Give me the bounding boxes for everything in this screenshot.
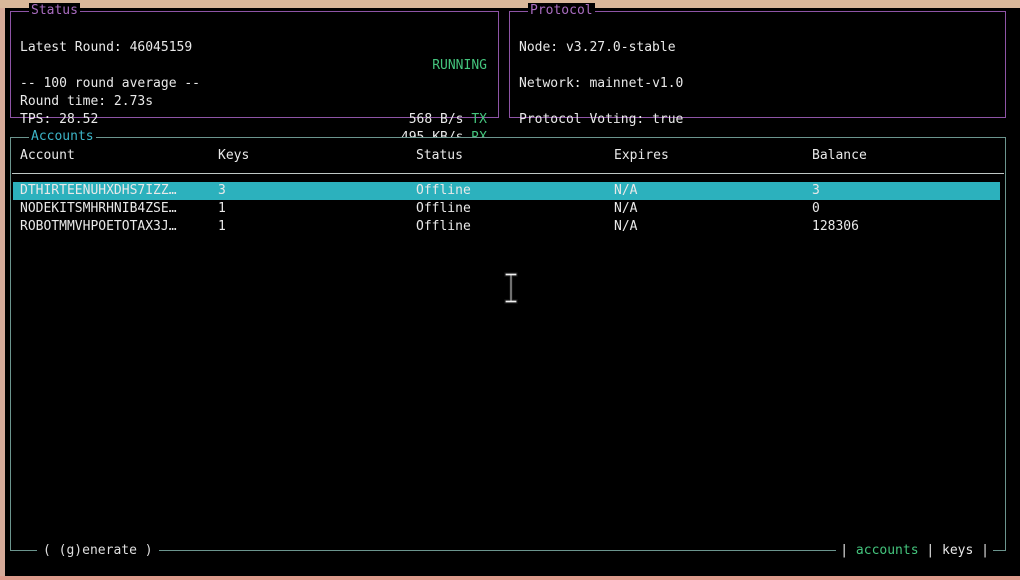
tps-label: TPS: bbox=[20, 112, 52, 127]
tab-separator: | bbox=[981, 543, 989, 558]
cell-expires: N/A bbox=[614, 201, 638, 216]
run-state-badge: RUNNING bbox=[432, 58, 487, 73]
protocol-voting-line: Protocol Voting: true bbox=[519, 93, 994, 127]
desktop-edge-bottom bbox=[0, 576, 1020, 580]
column-header-status: Status bbox=[416, 148, 463, 163]
column-header-keys: Keys bbox=[218, 148, 250, 163]
latest-round-line: Latest Round: 46045159 RUNNING bbox=[20, 21, 487, 73]
round-time-label: Round time: bbox=[20, 94, 107, 109]
view-tab-bar: | accounts | keys | bbox=[836, 543, 993, 559]
tps-value: 28.52 bbox=[59, 112, 99, 127]
tab-separator: | bbox=[840, 543, 849, 558]
column-header-expires: Expires bbox=[614, 148, 669, 163]
tab-separator: | bbox=[926, 543, 935, 558]
cell-status: Offline bbox=[416, 183, 471, 198]
tx-unit: TX bbox=[471, 112, 487, 127]
desktop-edge-left bbox=[0, 8, 5, 577]
tx-rate: 568 B/s bbox=[408, 112, 464, 127]
cell-balance: 0 bbox=[812, 201, 820, 216]
accounts-panel-title: Accounts bbox=[29, 129, 96, 145]
cell-keys: 1 bbox=[218, 201, 226, 216]
cell-status: Offline bbox=[416, 201, 471, 216]
tab-keys[interactable]: keys bbox=[942, 543, 974, 558]
desktop-edge-top bbox=[0, 0, 1020, 8]
header-separator bbox=[12, 173, 1004, 174]
cell-balance: 128306 bbox=[812, 219, 859, 234]
latest-round-value: 46045159 bbox=[129, 40, 193, 55]
cell-balance: 3 bbox=[812, 183, 820, 198]
round-time-line: Round time: 2.73s 568 B/s TX bbox=[20, 75, 487, 127]
node-value: v3.27.0-stable bbox=[565, 40, 676, 55]
generate-button[interactable]: ( (g)enerate ) bbox=[37, 543, 159, 559]
network-value: mainnet-v1.0 bbox=[589, 76, 684, 91]
protocol-panel-title: Protocol bbox=[528, 3, 595, 19]
cell-account: ROBOTMMVHPOETOTAX3J… bbox=[20, 219, 177, 234]
tab-accounts[interactable]: accounts bbox=[855, 543, 919, 558]
table-row[interactable]: ROBOTMMVHPOETOTAX3J… 1 Offline N/A 128306 bbox=[13, 218, 1000, 236]
column-header-balance: Balance bbox=[812, 148, 867, 163]
cell-expires: N/A bbox=[614, 183, 638, 198]
voting-value: true bbox=[652, 112, 684, 127]
accounts-panel: Accounts Account Keys Status Expires Bal… bbox=[10, 129, 1006, 559]
network-line: Network: mainnet-v1.0 bbox=[519, 57, 994, 91]
node-label: Node: bbox=[519, 40, 559, 55]
table-row[interactable]: DTHIRTEENUHXDHS7IZZ… 3 Offline N/A 3 bbox=[13, 182, 1000, 200]
round-time-value: 2.73s bbox=[113, 94, 154, 109]
average-header-line: -- 100 round average -- bbox=[20, 57, 487, 91]
column-header-account: Account bbox=[20, 148, 75, 163]
cell-account: NODEKITSMHRHNIB4ZSE… bbox=[20, 201, 177, 216]
average-header: -- 100 round average -- bbox=[20, 76, 201, 91]
accounts-rows: DTHIRTEENUHXDHS7IZZ… 3 Offline N/A 3 NODEKITS… bbox=[13, 182, 1000, 236]
status-panel: Status Latest Round: 46045159 RUNNING --… bbox=[10, 3, 499, 145]
voting-label: Protocol Voting: bbox=[519, 112, 645, 127]
tps-line: TPS: 28.52 495 KB/s RX bbox=[20, 93, 487, 145]
network-label: Network: bbox=[519, 76, 582, 91]
node-version-line: Node: v3.27.0-stable bbox=[519, 21, 994, 55]
status-panel-title: Status bbox=[29, 3, 80, 19]
cell-keys: 1 bbox=[218, 219, 226, 234]
accounts-table-header: Account Keys Status Expires Balance bbox=[11, 147, 1005, 165]
cell-account: DTHIRTEENUHXDHS7IZZ… bbox=[20, 183, 177, 198]
cell-expires: N/A bbox=[614, 219, 638, 234]
latest-round-label: Latest Round: bbox=[20, 40, 122, 55]
cell-status: Offline bbox=[416, 219, 471, 234]
protocol-panel: Protocol Node: v3.27.0-stable Network: m… bbox=[509, 3, 1006, 127]
cell-keys: 3 bbox=[218, 183, 226, 198]
table-row[interactable]: NODEKITSMHRHNIB4ZSE… 1 Offline N/A 0 bbox=[13, 200, 1000, 218]
